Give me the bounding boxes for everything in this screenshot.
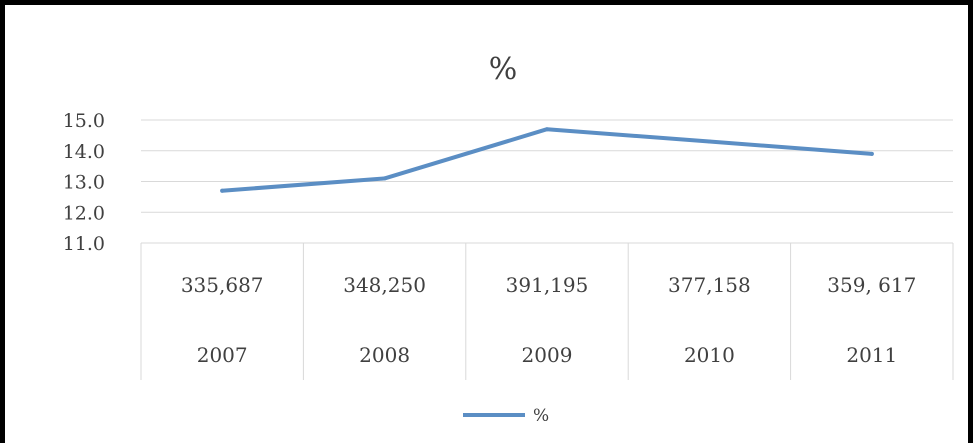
table-cell-value: 348,250 — [343, 273, 426, 297]
legend: % — [463, 406, 549, 426]
x-category-label: 2009 — [522, 343, 573, 367]
table-cell-value: 359, 617 — [827, 273, 916, 297]
data-table: 335,687 348,250 391,195 377,158 359, 617 2007… — [140, 243, 954, 380]
x-category-label: 2007 — [197, 343, 248, 367]
data-point — [869, 151, 874, 156]
y-tick-label: 11.0 — [63, 233, 105, 255]
y-tick-labels: 15.0 14.0 13.0 12.0 11.0 — [63, 110, 105, 255]
legend-label: % — [533, 406, 549, 426]
y-tick-label: 12.0 — [63, 202, 105, 224]
chart-title: % — [489, 52, 518, 87]
data-point — [382, 176, 387, 181]
data-point — [707, 139, 712, 144]
data-point — [220, 188, 225, 193]
x-category-label: 2011 — [846, 343, 897, 367]
y-tick-label: 14.0 — [63, 141, 105, 163]
table-cell-value: 335,687 — [181, 273, 264, 297]
y-tick-label: 15.0 — [63, 110, 105, 132]
gridlines — [141, 119, 953, 244]
x-category-label: 2010 — [684, 343, 735, 367]
table-cell-value: 377,158 — [668, 273, 751, 297]
line-chart: % 15.0 14.0 13.0 12.0 11.0 335,687 348,250 391… — [63, 52, 954, 426]
y-tick-label: 13.0 — [63, 172, 105, 194]
x-category-label: 2008 — [359, 343, 410, 367]
series-layer — [220, 127, 874, 193]
table-cell-value: 391,195 — [506, 273, 589, 297]
data-point — [545, 127, 549, 132]
